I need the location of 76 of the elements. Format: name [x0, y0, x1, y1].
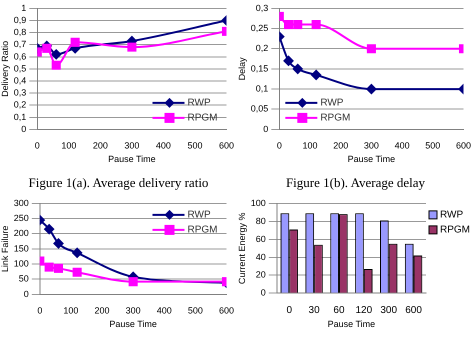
y-tick-label: 0,05 [250, 104, 268, 114]
legend-label: RWP [187, 210, 211, 221]
y-tick-label: 0 [263, 124, 268, 134]
x-tick-label: 500 [425, 140, 440, 150]
legend-label: RPGM [187, 224, 218, 236]
x-tick-label: 200 [94, 305, 110, 316]
x-axis-title: Pause Time [109, 319, 157, 330]
legend-label: RWP [320, 98, 344, 109]
y-axis-title: Current Energy % [236, 212, 247, 284]
y-tick-label: 250 [14, 213, 29, 224]
x-tick-label: 600 [405, 304, 422, 316]
legend-label: RWP [187, 98, 211, 109]
y-tick-label: 150 [14, 243, 29, 254]
x-tick-label: 0 [37, 305, 42, 316]
y-tick-label: 0,4 [14, 75, 26, 86]
legend-label: RWP [440, 210, 464, 221]
y-tick-label: 50 [18, 274, 29, 284]
x-tick-label: 200 [333, 140, 348, 150]
x-axis-title: Pause Time [108, 154, 156, 164]
y-tick-label: 80 [256, 216, 266, 226]
y-tick-label: 100 [250, 198, 266, 208]
x-tick-label: 0 [34, 140, 40, 150]
y-tick-label: 0,1 [256, 84, 268, 94]
y-tick-label: 300 [14, 198, 29, 208]
x-tick-label: 500 [188, 305, 203, 316]
x-axis-title: Pause Time [328, 319, 376, 330]
x-tick-label: 60 [333, 304, 345, 316]
x-tick-label: 300 [124, 140, 140, 150]
y-tick-label: 0,1 [14, 112, 26, 122]
x-tick-label: 200 [92, 140, 108, 150]
legend-label: RPGM [187, 112, 218, 124]
y-tick-label: 0,5 [14, 63, 26, 74]
y-tick-label: 0 [24, 288, 29, 299]
y-tick-label: 0,7 [14, 39, 26, 50]
x-tick-label: 400 [156, 140, 171, 150]
y-tick-label: 0,8 [14, 27, 26, 38]
x-tick-label: 300 [126, 305, 141, 316]
y-tick-label: 0,6 [14, 51, 26, 62]
y-tick-label: 0,2 [14, 100, 26, 110]
y-tick-label: 0 [21, 124, 26, 134]
y-tick-label: 100 [14, 258, 29, 269]
legend-label: RPGM [320, 112, 350, 124]
x-tick-label: 100 [302, 140, 318, 150]
x-tick-label: 600 [456, 140, 472, 150]
x-tick-label: 0 [276, 140, 282, 150]
x-tick-label: 120 [355, 304, 373, 316]
y-tick-label: 200 [14, 228, 29, 238]
y-tick-label: 20 [256, 270, 266, 280]
y-tick-label: 60 [256, 234, 266, 244]
x-tick-label: 300 [380, 304, 398, 316]
y-tick-label: 0,2 [256, 43, 268, 54]
caption: Figure 1(a). Average delivery ratio [28, 175, 210, 192]
x-tick-label: 100 [61, 140, 76, 150]
x-tick-label: 30 [308, 304, 320, 316]
y-tick-label: 0,25 [250, 23, 268, 34]
x-tick-label: 600 [218, 305, 234, 316]
y-tick-label: 0,9 [14, 14, 26, 25]
x-tick-label: 400 [156, 305, 172, 316]
x-axis-title: Pause Time [348, 154, 396, 164]
x-tick-label: 400 [394, 140, 410, 150]
y-axis-title: Link Failure [0, 226, 10, 272]
x-tick-label: 0 [286, 304, 292, 316]
y-tick-label: 0,3 [256, 2, 268, 13]
x-tick-label: 600 [218, 140, 234, 150]
y-tick-label: 1 [21, 2, 26, 13]
y-tick-label: 0,3 [14, 88, 26, 98]
y-tick-label: 0,15 [250, 63, 268, 74]
x-tick-label: 500 [187, 140, 202, 150]
x-tick-label: 300 [364, 140, 379, 150]
legend-label: RPGM [440, 224, 470, 236]
caption: Figure 1(b). Average delay [284, 175, 426, 192]
y-axis-title: Delay [236, 56, 247, 80]
y-tick-label: 40 [256, 252, 266, 262]
y-tick-label: 0 [260, 288, 266, 298]
x-tick-label: 100 [63, 305, 78, 316]
y-axis-title: Delivery Ratio [0, 40, 10, 97]
